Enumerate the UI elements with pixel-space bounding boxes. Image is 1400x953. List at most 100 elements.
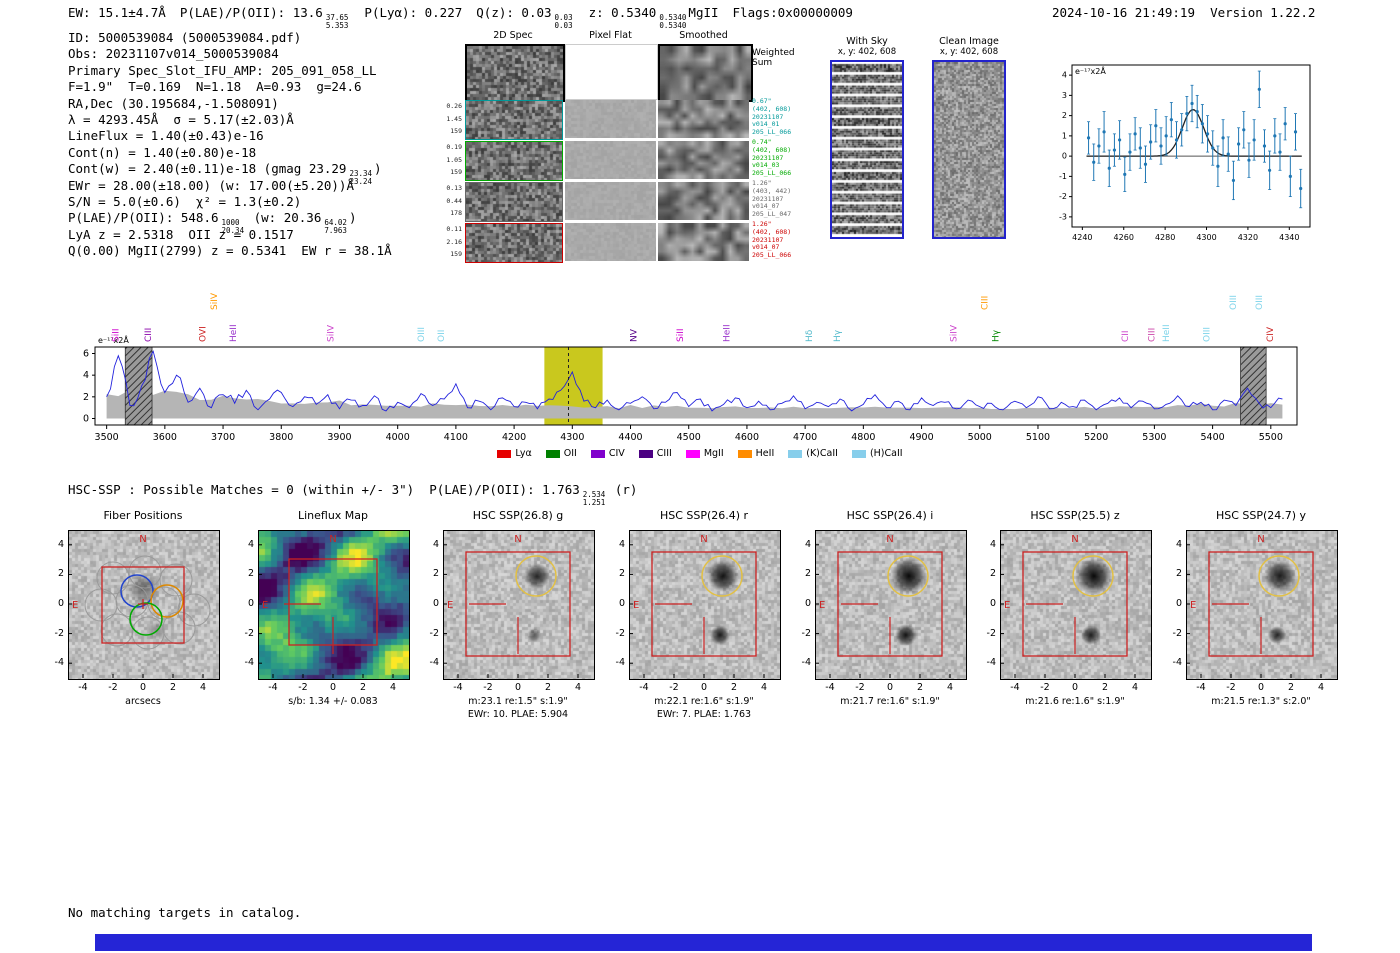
spec2d-image [658, 223, 749, 261]
cutout-xtick-label: -4 [78, 682, 88, 693]
header-z: z: 0.5340 [588, 5, 657, 20]
footer-line: No matching targets in catalog. [68, 904, 302, 920]
legend-label: Lyα [515, 448, 532, 459]
ifu-outline [1022, 551, 1128, 657]
legend-swatch [788, 449, 803, 458]
header-qz: Q(z): 0.03 [476, 5, 552, 20]
cutout-ytick-label: 2 [1175, 568, 1182, 580]
svg-text:5500: 5500 [1259, 432, 1283, 443]
svg-text:4340: 4340 [1279, 233, 1299, 242]
uncertainty-fraction: 0.03 0.03 [555, 14, 573, 29]
emission-line-label: HeII [722, 324, 732, 342]
info-line: Obs: 20231107v014_5000539084 [68, 46, 392, 62]
svg-text:2: 2 [83, 392, 89, 403]
spec2d-image [465, 182, 563, 222]
uncertainty-fraction: 2.534 1.251 [583, 491, 606, 506]
cutout-ytick-label: 2 [57, 568, 64, 580]
svg-text:4240: 4240 [1072, 233, 1092, 242]
cutout-xtick-label: -4 [825, 682, 835, 693]
meta-line: 20231107 [752, 112, 784, 121]
meta-line: 1.26" [752, 179, 772, 187]
zoom-units-label: e⁻¹⁷x2Å [1075, 65, 1106, 76]
spec2d-col-header: Smoothed [679, 30, 728, 41]
cutout-xlabel: s/b: 1.34 +/- 0.083 [288, 696, 378, 707]
svg-text:4260: 4260 [1114, 233, 1134, 242]
cutout-sublabel: EWr: 10. PLAE: 5.904 [467, 709, 569, 720]
meta-line: 20231107 [752, 194, 784, 203]
cutout-image [258, 530, 410, 680]
masked-band [1240, 346, 1267, 426]
svg-text:4100: 4100 [444, 432, 468, 443]
cutout-ytick-label: 0 [989, 598, 996, 609]
withsky-coords: x, y: 402, 608 [837, 47, 897, 57]
cutout-ytick-label: 0 [804, 598, 811, 609]
svg-text:3600: 3600 [153, 432, 177, 443]
cutout-ytick-label: 4 [57, 538, 64, 550]
svg-text:5400: 5400 [1201, 432, 1225, 443]
cutout-xtick-label: 2 [730, 682, 738, 693]
info-text: LyA z = 2.5318 OII z = 0.1517 [68, 226, 294, 242]
weight-value: 159 [450, 250, 462, 258]
svg-text:3500: 3500 [95, 432, 119, 443]
frac-hi: 23.34 [349, 169, 373, 179]
spectrum-line [106, 350, 1283, 412]
spec2d-image [465, 141, 563, 181]
masked-band [124, 346, 153, 426]
compass-north: N [1257, 534, 1264, 545]
ifu-outline [837, 551, 943, 657]
meta-line: 0.67" [752, 97, 772, 105]
cutout-panel-img: HSC SSP(25.5) z N E -4 -4 -2 -2 0 0 2 2 4 4 m:21.6 re… [974, 505, 1176, 723]
cutout-ytick-label: 2 [247, 568, 254, 580]
weighted-sum-line: Weighted [752, 48, 795, 58]
meta-line: v014_01 [752, 120, 780, 129]
compass-north: N [886, 534, 893, 545]
aperture-circle [887, 555, 929, 597]
cutout-overlay: NE [629, 534, 765, 678]
ifu-outline [1208, 551, 1314, 657]
bottom-bar [95, 934, 1312, 951]
cutout-ytick-label: -4 [1172, 657, 1182, 669]
uncertainty-fraction: 1000 20.34 [222, 219, 245, 234]
cutout-title: Fiber Positions [103, 509, 183, 522]
info-line: P(LAE)/P(OII): 548.6 1000 20.34 (w: 20.36 6… [68, 210, 392, 234]
cutout-xtick-label: 0 [1071, 682, 1079, 693]
cutout-xlabel: m:23.1 re:1.5" s:1.9" [468, 696, 568, 707]
cutout-xtick-label: -2 [1040, 682, 1050, 693]
header-plya: P(Lyα): 0.227 [364, 5, 463, 20]
svg-text:-1: -1 [1059, 172, 1067, 181]
frac-lo: 20.34 [221, 225, 245, 235]
cutout-xtick-label: -2 [1226, 682, 1236, 693]
legend-swatch [497, 449, 512, 458]
legend-label: CIII [656, 448, 672, 459]
meta-line: (402, 608) [752, 145, 792, 154]
weight-value: 0.44 [446, 196, 462, 205]
cutout-ytick-label: -2 [986, 627, 996, 639]
cutout-xtick-label: 4 [760, 682, 768, 693]
header-flags: Flags:0x00000009 [732, 5, 853, 20]
svg-text:4800: 4800 [851, 432, 875, 443]
weight-value: 2.16 [446, 237, 462, 246]
spec2d-col-header: 2D Spec [493, 30, 533, 41]
svg-text:4300: 4300 [560, 432, 584, 443]
svg-text:0: 0 [1062, 152, 1067, 161]
info-line: S/N = 5.0(±0.6) χ² = 1.3(±0.2) [68, 194, 392, 210]
compass-east: E [633, 600, 639, 611]
svg-text:5300: 5300 [1142, 432, 1166, 443]
svg-text:4700: 4700 [793, 432, 817, 443]
spec2d-image [658, 44, 753, 102]
cutout-title: HSC SSP(26.8) g [472, 509, 564, 522]
emission-line-label: SiIV [210, 292, 220, 310]
frac-hi: 37.65 [325, 13, 349, 22]
meta-line: 0.74" [752, 138, 772, 146]
fiber-circle [100, 613, 134, 647]
emission-line-label: HeII [229, 324, 239, 342]
cutout-title: HSC SSP(26.4) i [846, 509, 934, 522]
compass-east: E [262, 600, 268, 611]
legend-label: (H)CaII [869, 448, 903, 459]
main-spectrum-svg: 0 2 4 6 3500 3600 3700 3800 3900 4000 4100 4200 4300… [83, 292, 1298, 443]
compass-north: N [514, 534, 521, 545]
cutout-ytick-label: -2 [244, 627, 254, 639]
svg-text:4900: 4900 [909, 432, 933, 443]
cutout-ytick-label: 2 [618, 568, 625, 580]
cutout-ytick-label: 2 [432, 568, 439, 580]
